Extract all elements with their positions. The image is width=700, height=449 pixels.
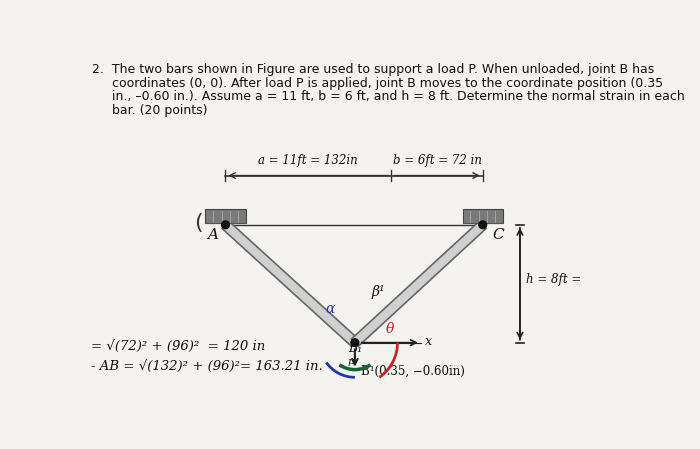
FancyBboxPatch shape (463, 209, 503, 223)
Polygon shape (351, 221, 486, 346)
Text: p: p (347, 357, 354, 366)
Text: b = 6ft = 72 in: b = 6ft = 72 in (393, 154, 482, 167)
Text: B₁: B₁ (349, 342, 363, 355)
Text: β¹: β¹ (372, 286, 386, 299)
FancyBboxPatch shape (205, 209, 246, 223)
Text: α: α (326, 302, 335, 317)
Text: C: C (492, 228, 504, 242)
Polygon shape (222, 221, 358, 346)
Text: in., –0.60 in.). Assume a = 11 ft, b = 6 ft, and h = 8 ft. Determine the normal : in., –0.60 in.). Assume a = 11 ft, b = 6… (92, 90, 685, 103)
Circle shape (479, 221, 486, 229)
Text: a = 11ft = 132in: a = 11ft = 132in (258, 154, 358, 167)
Circle shape (222, 221, 230, 229)
Text: h = 8ft =: h = 8ft = (526, 273, 582, 286)
Text: coordinates (0, 0). After load P is applied, joint B moves to the coordinate pos: coordinates (0, 0). After load P is appl… (92, 77, 664, 90)
Text: 2.  The two bars shown in Figure are used to support a load P. When unloaded, jo: 2. The two bars shown in Figure are used… (92, 63, 654, 76)
Text: θ: θ (386, 322, 394, 336)
Circle shape (351, 339, 358, 347)
Text: A: A (208, 228, 218, 242)
Text: bar. (20 points): bar. (20 points) (92, 104, 208, 117)
Text: B¹(0.35, −0.60in): B¹(0.35, −0.60in) (361, 365, 465, 378)
Text: - AB = √(132)² + (96)²= 163.21 in.: - AB = √(132)² + (96)²= 163.21 in. (92, 360, 323, 373)
Text: = √(72)² + (96)²  = 120 in: = √(72)² + (96)² = 120 in (92, 340, 265, 353)
Text: x: x (425, 335, 432, 348)
Text: (: ( (195, 213, 203, 233)
